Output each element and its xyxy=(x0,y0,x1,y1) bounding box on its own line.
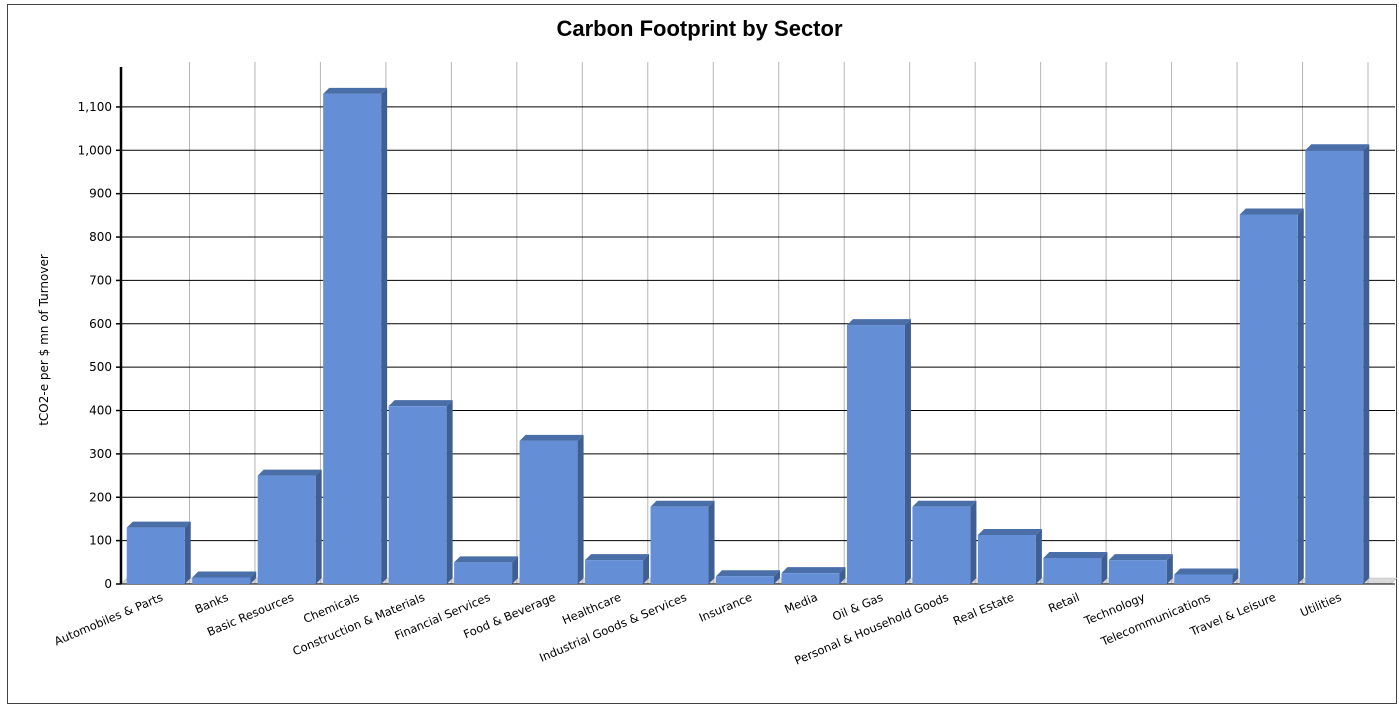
bar-side xyxy=(512,556,519,584)
bar xyxy=(1305,150,1364,585)
bar-side xyxy=(250,571,257,584)
bar-side xyxy=(774,570,780,584)
bar-side xyxy=(643,554,650,584)
chart-frame xyxy=(7,4,1397,704)
bar-side xyxy=(1035,528,1042,584)
y-tick-label: 200 xyxy=(89,490,112,504)
bar-top xyxy=(977,528,1042,535)
bar-side xyxy=(1297,208,1304,584)
bar-side xyxy=(708,500,715,584)
bar xyxy=(1239,214,1298,584)
bar xyxy=(1108,560,1167,584)
bar-top xyxy=(1305,144,1370,151)
y-tick-label: 600 xyxy=(89,317,112,331)
bar-top xyxy=(192,571,257,578)
bar-side xyxy=(184,521,191,584)
bar xyxy=(323,93,382,584)
bar-top xyxy=(257,469,322,476)
bar-side xyxy=(446,400,453,584)
bar-side xyxy=(381,87,388,584)
category-label: Real Estate xyxy=(951,590,1016,628)
bar-side xyxy=(1101,551,1108,584)
bar-top xyxy=(454,556,519,563)
y-tick-label: 500 xyxy=(89,360,112,374)
bar xyxy=(126,527,185,584)
category-label: Telecommunications xyxy=(1098,590,1212,649)
bar-top xyxy=(1174,568,1239,575)
bar-top xyxy=(585,554,650,561)
bar xyxy=(257,475,316,584)
y-axis-title: tCO2-e per $ mn of Turnover xyxy=(37,254,51,426)
category-label: Insurance xyxy=(697,590,754,625)
category-label: Utilities xyxy=(1298,590,1343,620)
y-tick-label: 800 xyxy=(89,230,112,244)
bar-side xyxy=(904,319,911,584)
chart-title: Carbon Footprint by Sector xyxy=(556,16,843,41)
bar-top xyxy=(1239,208,1304,215)
bar-top xyxy=(781,567,846,574)
bar-side xyxy=(1232,568,1239,584)
bar-side xyxy=(970,500,977,584)
bar-side xyxy=(577,434,584,584)
y-tick-label: 1,000 xyxy=(78,143,112,157)
category-label: Banks xyxy=(193,590,231,617)
y-tick-label: 100 xyxy=(89,534,112,548)
bar-top xyxy=(1043,551,1108,558)
bar-top xyxy=(650,500,715,507)
y-tick-label: 1,100 xyxy=(78,100,112,114)
y-tick-label: 0 xyxy=(104,577,112,591)
bar xyxy=(716,576,774,584)
y-tick-label: 900 xyxy=(89,187,112,201)
bar-top xyxy=(519,434,584,441)
bar xyxy=(388,406,447,584)
bar xyxy=(650,506,709,584)
bar-side xyxy=(1166,554,1173,584)
bar xyxy=(519,440,578,584)
y-tick-label: 400 xyxy=(89,404,112,418)
bar-top xyxy=(912,500,977,507)
bars xyxy=(126,87,1370,585)
bar xyxy=(1043,557,1102,584)
bar xyxy=(846,325,905,584)
y-tick-label: 700 xyxy=(89,273,112,287)
bar xyxy=(585,560,644,584)
category-label: Media xyxy=(782,590,819,616)
category-label: Retail xyxy=(1046,590,1081,616)
bar-top xyxy=(126,521,191,528)
bar-top xyxy=(388,400,453,407)
bar xyxy=(977,534,1036,584)
bar-top xyxy=(323,87,388,94)
bar-top xyxy=(846,319,911,326)
bar-top xyxy=(716,570,780,577)
bar xyxy=(781,573,840,584)
y-tick-label: 300 xyxy=(89,447,112,461)
bar-side xyxy=(839,567,846,584)
bar-side xyxy=(315,469,322,584)
bar-side xyxy=(1363,144,1370,585)
bar xyxy=(192,577,251,584)
bar xyxy=(454,562,513,584)
category-label: Automobiles & Parts xyxy=(52,590,165,648)
bar xyxy=(1174,574,1233,584)
bar-top xyxy=(1108,554,1173,561)
bar xyxy=(912,506,971,584)
